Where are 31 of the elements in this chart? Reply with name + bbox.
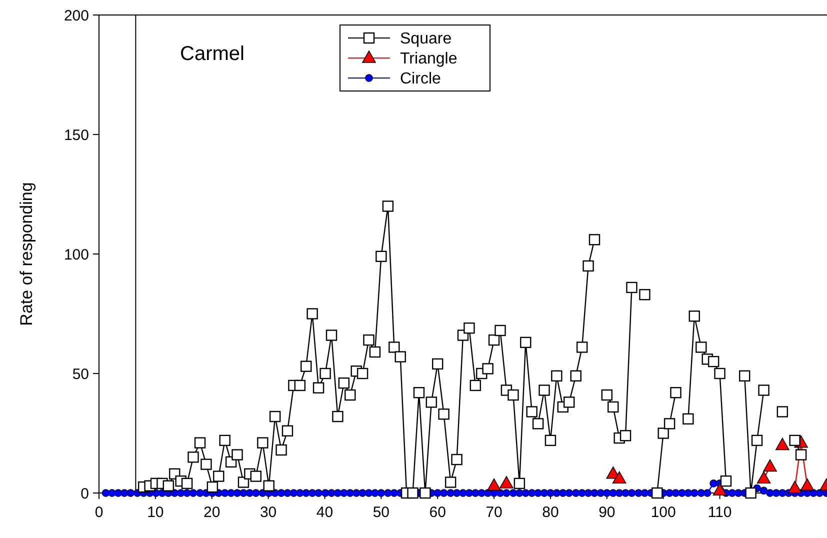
point	[763, 459, 777, 472]
point	[487, 478, 501, 491]
y-axis-title: Rate of responding	[17, 182, 36, 326]
x-tick-label: 60	[429, 504, 446, 521]
x-tick-label: 20	[204, 504, 220, 521]
x-tick-label: 0	[94, 504, 104, 521]
x-tick-label: 70	[486, 504, 502, 521]
point	[776, 438, 790, 450]
x-tick-label: 100	[650, 504, 676, 521]
legend-label: Triangle	[400, 50, 458, 68]
x-tick-label: 110	[708, 504, 732, 521]
legend-label: Circle	[400, 70, 441, 88]
point	[756, 471, 771, 484]
point	[712, 483, 727, 496]
y-tick-label: 100	[64, 246, 89, 264]
annotation: Carmel	[180, 43, 244, 65]
x-tick-label: 50	[372, 504, 390, 521]
point	[800, 478, 814, 491]
point	[788, 480, 802, 494]
x-tick-label: 40	[316, 504, 334, 521]
y-tick-label: 0	[80, 485, 89, 502]
point	[500, 476, 514, 488]
y-tick-label: 50	[72, 366, 89, 383]
y-tick-label: 200	[64, 7, 89, 24]
x-tick-label: 30	[260, 504, 277, 521]
x-tick-label: 90	[598, 504, 616, 521]
x-tick-label: 80	[542, 504, 559, 521]
x-tick-label: 10	[147, 504, 164, 521]
legend-label: Square	[400, 30, 452, 48]
point	[612, 471, 626, 484]
y-tick-label: 150	[64, 126, 89, 144]
